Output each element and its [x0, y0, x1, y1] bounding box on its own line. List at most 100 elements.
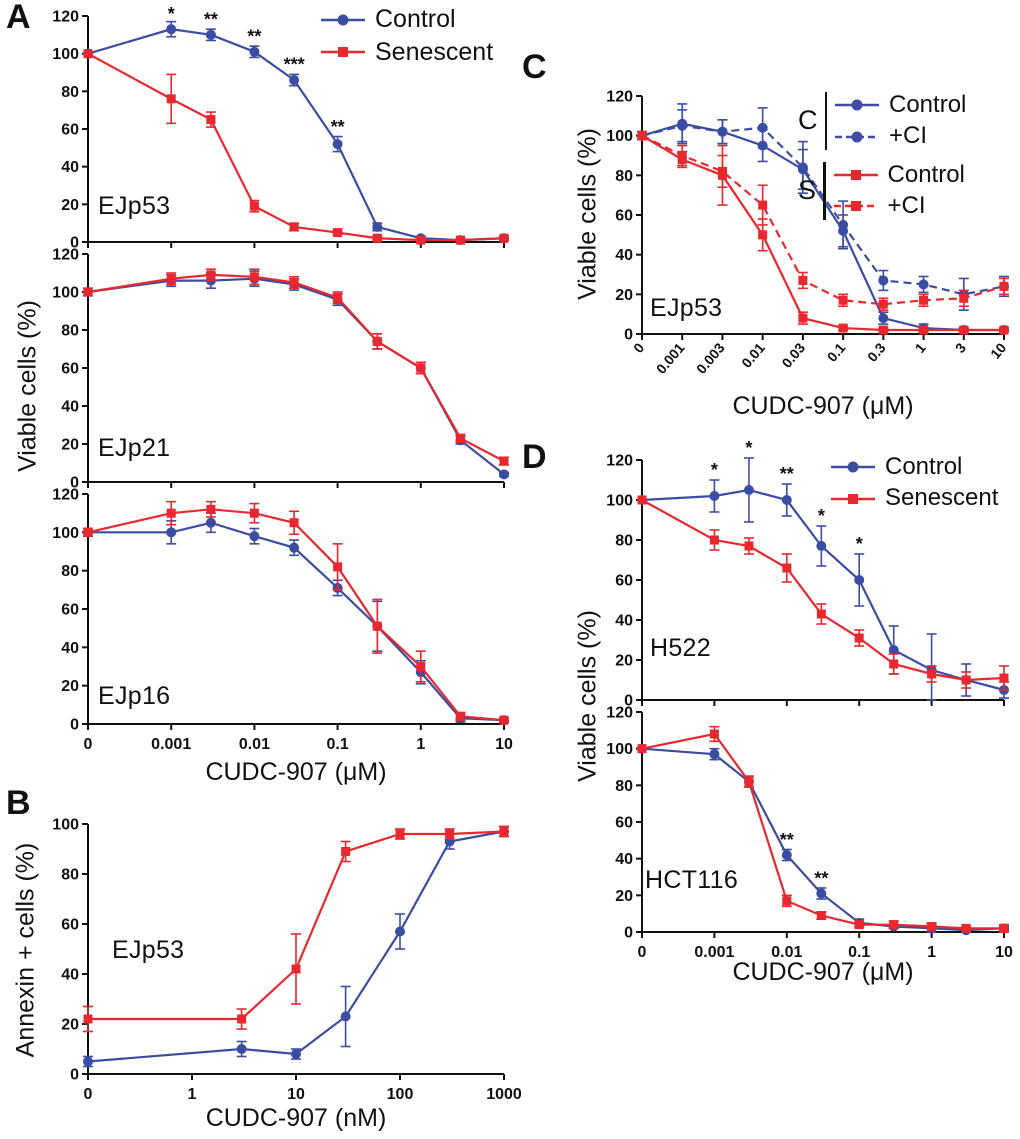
svg-text:0: 0 [624, 693, 633, 710]
svg-text:1: 1 [188, 1086, 197, 1103]
svg-text:0.003: 0.003 [693, 339, 728, 376]
plot-A3: 0 20 40 60 80 100 120 0 0.001 0.01 0.1 1 10 [52, 487, 513, 754]
svg-text:40: 40 [61, 640, 79, 657]
panel-c-xlabel: CUDC-907 (μM) [732, 392, 914, 420]
chart-ejp53-annexin: 0 20 40 60 80 100 0 1 10 100 1000 [40, 812, 522, 1108]
svg-text:1: 1 [416, 736, 425, 753]
panel-d-legend: Control Senescent [830, 453, 998, 512]
svg-text:1000: 1000 [486, 1086, 522, 1103]
svg-text:**: ** [814, 868, 828, 888]
legend-bracket [823, 161, 826, 220]
legend-label: +CI [887, 192, 926, 220]
svg-text:0: 0 [70, 717, 79, 734]
chart-hct116-viability: 0 20 40 60 80 100 120 0 0.001 0.01 0.1 1 10 ** ** [598, 704, 1013, 966]
legend-label: Control [887, 160, 965, 188]
legend-entry: Control [830, 453, 998, 480]
legend-label: Control [889, 91, 967, 118]
legend-bracket [824, 92, 827, 150]
solid-square-marker-icon [321, 47, 365, 58]
legend-entry: Senescent [830, 484, 998, 511]
solid-square-marker-icon [831, 493, 875, 504]
svg-text:0.01: 0.01 [771, 944, 802, 961]
svg-text:100: 100 [606, 128, 633, 145]
legend-group-rows: Control +CI [834, 91, 967, 150]
svg-text:80: 80 [61, 323, 79, 340]
svg-text:80: 80 [615, 168, 633, 185]
legend-group-rows: Control +CI [833, 160, 965, 220]
svg-text:0: 0 [624, 925, 633, 942]
svg-text:100: 100 [606, 741, 633, 758]
svg-text:120: 120 [52, 247, 79, 264]
legend-entry: Control [833, 160, 965, 188]
svg-text:0: 0 [70, 475, 79, 492]
svg-text:0: 0 [70, 1067, 79, 1084]
svg-text:40: 40 [615, 851, 633, 868]
svg-text:100: 100 [606, 493, 633, 510]
legend-entry: +CI [834, 122, 966, 149]
svg-text:40: 40 [61, 967, 79, 984]
svg-text:0.1: 0.1 [848, 944, 870, 961]
svg-text:0.001: 0.001 [151, 736, 191, 753]
svg-text:20: 20 [61, 1017, 79, 1034]
svg-text:80: 80 [615, 533, 633, 550]
solid-circle-marker-icon [321, 14, 365, 26]
svg-text:20: 20 [61, 197, 79, 214]
solid-circle-marker-icon [831, 461, 875, 473]
svg-text:120: 120 [606, 453, 633, 470]
svg-text:60: 60 [61, 122, 79, 139]
svg-text:10: 10 [995, 944, 1013, 961]
legend-label: Senescent [375, 37, 494, 66]
svg-text:100: 100 [52, 285, 79, 302]
svg-text:***: *** [284, 55, 305, 75]
svg-text:0.001: 0.001 [694, 944, 734, 961]
svg-text:1: 1 [912, 339, 929, 355]
svg-text:0: 0 [70, 235, 79, 252]
plot-A2: 0 20 40 60 80 100 120 [52, 247, 509, 492]
svg-text:80: 80 [61, 867, 79, 884]
panel-d-xlabel: CUDC-907 (μM) [732, 958, 914, 986]
panel-b-xlabel: CUDC-907 (nM) [205, 1104, 387, 1132]
legend-group-s: S Control +CI [798, 160, 966, 220]
plot-D2: 0 20 40 60 80 100 120 0 0.001 0.01 0.1 1 10 ** ** [606, 705, 1013, 962]
svg-text:40: 40 [61, 399, 79, 416]
svg-text:60: 60 [615, 815, 633, 832]
cell-line-label-ejp53-annexin: EJp53 [112, 936, 185, 964]
panel-a-legend: Control Senescent [320, 5, 494, 67]
svg-text:0.01: 0.01 [239, 736, 270, 753]
svg-text:*: * [745, 438, 752, 458]
svg-text:10: 10 [495, 736, 513, 753]
svg-text:100: 100 [52, 46, 79, 63]
plot-C: 0 20 40 60 80 100 120 0 0.001 0.003 0.01 0.03 0.1 0.3… [606, 89, 1009, 377]
svg-text:3: 3 [952, 339, 969, 355]
svg-text:0: 0 [630, 339, 647, 355]
legend-entry: Senescent [320, 37, 494, 67]
svg-text:0: 0 [638, 944, 647, 961]
svg-text:60: 60 [61, 917, 79, 934]
svg-text:120: 120 [606, 705, 633, 722]
svg-text:60: 60 [615, 573, 633, 590]
svg-text:0.001: 0.001 [653, 339, 688, 376]
panel-a-ylabel: Viable cells (%) [13, 300, 42, 472]
cell-line-label-ejp16: EJp16 [98, 682, 171, 710]
svg-text:20: 20 [615, 287, 633, 304]
svg-text:**: ** [780, 464, 794, 484]
svg-text:**: ** [331, 117, 345, 137]
solid-square-marker-icon [833, 169, 878, 180]
svg-text:*: * [711, 460, 718, 480]
svg-text:60: 60 [61, 602, 79, 619]
svg-text:20: 20 [615, 888, 633, 905]
svg-text:80: 80 [61, 563, 79, 580]
svg-text:100: 100 [52, 525, 79, 542]
svg-text:*: * [818, 506, 825, 526]
legend-group-label: C [798, 105, 818, 136]
svg-text:0.1: 0.1 [824, 339, 849, 364]
legend-entry: Control [320, 5, 493, 34]
cell-line-label-ejp21: EJp21 [98, 434, 171, 462]
svg-text:60: 60 [61, 361, 79, 378]
svg-text:**: ** [247, 26, 261, 46]
svg-text:40: 40 [615, 613, 633, 630]
svg-text:0: 0 [84, 1086, 93, 1103]
